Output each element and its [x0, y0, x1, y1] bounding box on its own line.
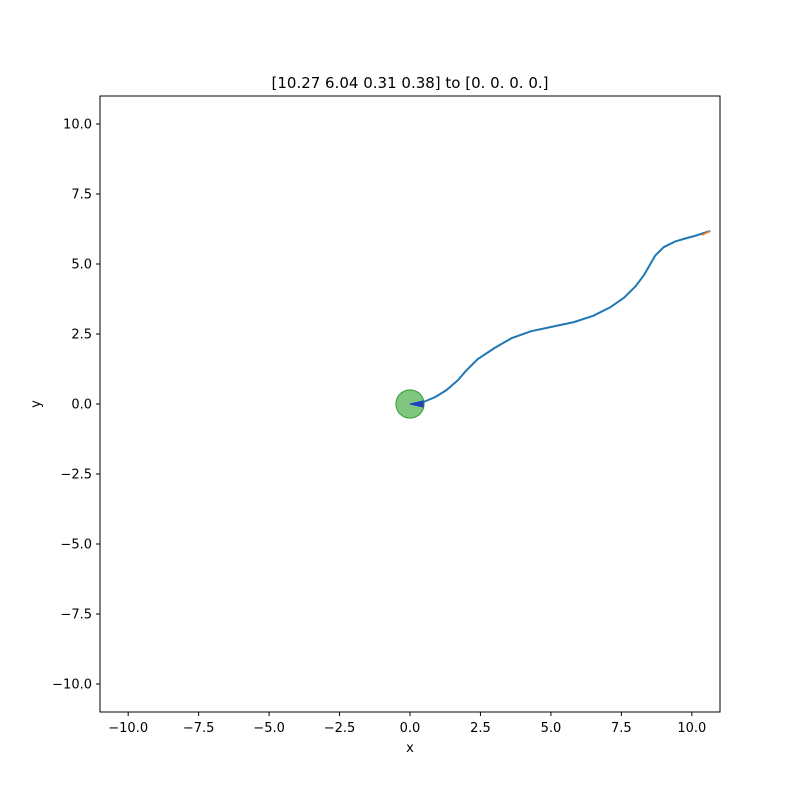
y-tick-label: 2.5: [71, 328, 92, 343]
start-marker: [701, 230, 711, 236]
x-tick-label: 10.0: [677, 721, 706, 736]
x-tick-label: −7.5: [183, 721, 215, 736]
y-tick-label: 10.0: [63, 118, 92, 133]
x-tick-label: 7.5: [611, 721, 632, 736]
x-tick-label: 0.0: [400, 721, 421, 736]
agent-marker: [409, 400, 424, 408]
x-tick-label: −5.0: [253, 721, 285, 736]
x-tick-label: 5.0: [541, 721, 562, 736]
y-tick-label: −2.5: [60, 468, 92, 483]
chart-title: [10.27 6.04 0.31 0.38] to [0. 0. 0. 0.]: [272, 74, 549, 92]
y-axis-label: y: [29, 400, 44, 408]
trajectory-line: [411, 230, 711, 405]
y-tick-label: −7.5: [60, 608, 92, 623]
y-tick-label: 0.0: [71, 398, 92, 413]
y-tick-label: −10.0: [52, 678, 92, 693]
x-tick-label: 2.5: [470, 721, 491, 736]
x-tick-label: −10.0: [108, 721, 148, 736]
x-tick-label: −2.5: [324, 721, 356, 736]
x-axis-label: x: [406, 741, 414, 756]
y-tick-label: 5.0: [71, 258, 92, 273]
y-tick-label: 7.5: [71, 188, 92, 203]
y-tick-label: −5.0: [60, 538, 92, 553]
